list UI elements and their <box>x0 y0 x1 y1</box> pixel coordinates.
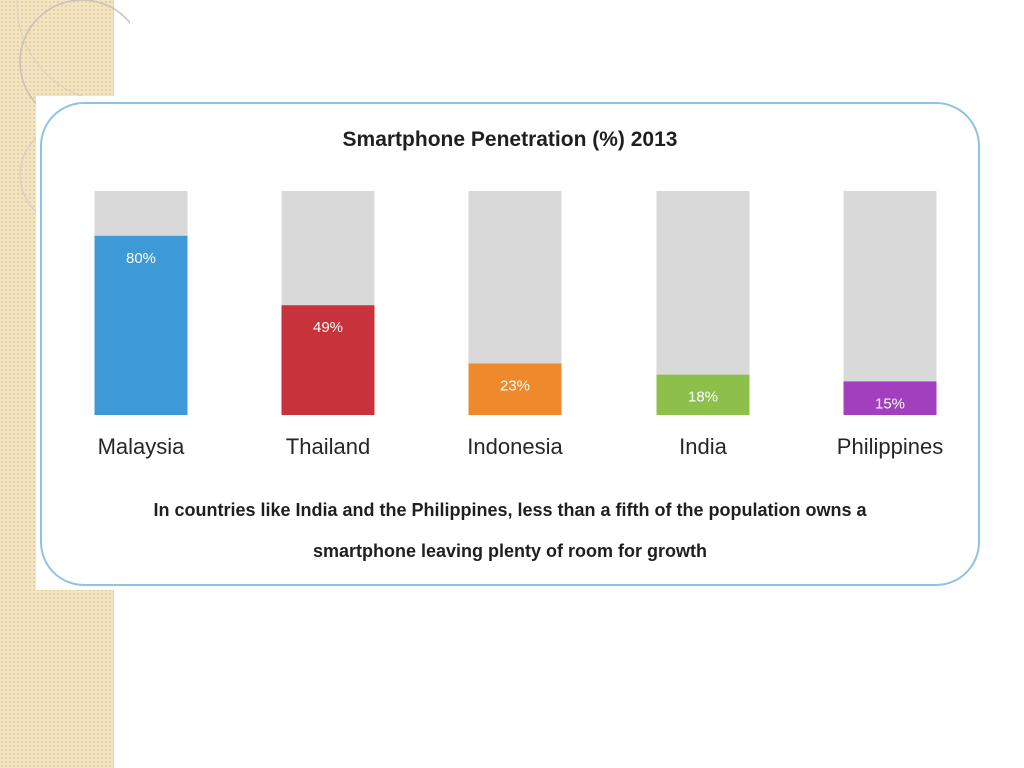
caption-line-2: smartphone leaving plenty of room for gr… <box>312 541 708 561</box>
data-label-indonesia: 23% <box>500 377 530 394</box>
category-label-indonesia: Indonesia <box>467 434 563 459</box>
data-label-malaysia: 80% <box>126 250 156 267</box>
chart-title: Smartphone Penetration (%) 2013 <box>342 128 678 151</box>
value-bar-india <box>656 374 750 415</box>
category-label-philippines: Philippines <box>837 434 943 459</box>
data-label-india: 18% <box>688 389 718 406</box>
value-bar-indonesia <box>468 363 562 415</box>
category-label-malaysia: Malaysia <box>98 434 186 459</box>
value-bar-philippines <box>843 381 937 415</box>
background-bar-philippines <box>843 191 937 415</box>
category-label-india: India <box>679 434 727 459</box>
category-label-thailand: Thailand <box>286 434 370 459</box>
data-label-thailand: 49% <box>313 319 343 336</box>
value-bar-thailand <box>281 305 375 415</box>
data-label-philippines: 15% <box>875 395 905 412</box>
caption-line-1: In countries like India and the Philippi… <box>153 500 867 520</box>
value-bar-malaysia <box>94 235 188 415</box>
